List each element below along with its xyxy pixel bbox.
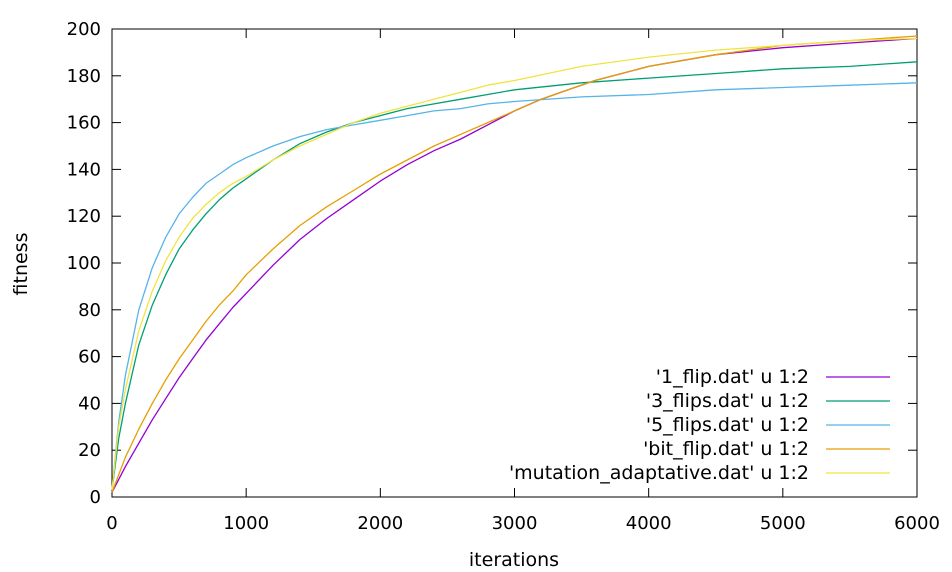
legend-label: '5_flips.dat' u 1:2 (646, 414, 809, 436)
x-tick-label: 3000 (492, 513, 538, 534)
x-tick-label: 2000 (357, 513, 403, 534)
y-tick-label: 0 (90, 487, 101, 508)
y-tick-label: 40 (78, 393, 101, 414)
y-tick-label: 120 (67, 206, 101, 227)
series-line-2 (111, 61, 918, 491)
series-line-5 (111, 37, 918, 491)
y-tick-label: 100 (67, 253, 101, 274)
y-axis-ticks: 0 20 40 60 80 100 120 140 160 180 200 (67, 19, 917, 508)
y-axis-label: fitness (10, 233, 32, 296)
x-axis-ticks: 0 1000 2000 3000 4000 5000 6000 (106, 29, 940, 534)
legend-label: 'mutation_adaptative.dat' u 1:2 (509, 462, 809, 484)
series-line-4 (111, 35, 918, 493)
x-tick-label: 6000 (894, 513, 940, 534)
x-axis-label: iterations (469, 549, 559, 571)
series-lines (111, 35, 918, 493)
y-tick-label: 160 (67, 113, 101, 134)
y-tick-label: 80 (78, 300, 101, 321)
x-tick-label: 1000 (223, 513, 269, 534)
series-line-3 (111, 82, 918, 491)
x-tick-label: 4000 (626, 513, 672, 534)
legend-label: '1_flip.dat' u 1:2 (656, 366, 809, 388)
legend-label: 'bit_flip.dat' u 1:2 (643, 438, 809, 460)
y-tick-label: 140 (67, 159, 101, 180)
x-tick-label: 5000 (760, 513, 806, 534)
legend-label: '3_flips.dat' u 1:2 (646, 390, 809, 412)
x-tick-label: 0 (106, 513, 117, 534)
y-tick-label: 20 (78, 440, 101, 461)
y-tick-label: 180 (67, 66, 101, 87)
legend: '1_flip.dat' u 1:2'3_flips.dat' u 1:2'5_… (509, 366, 890, 484)
y-tick-label: 60 (78, 347, 101, 368)
y-tick-label: 200 (67, 19, 101, 40)
